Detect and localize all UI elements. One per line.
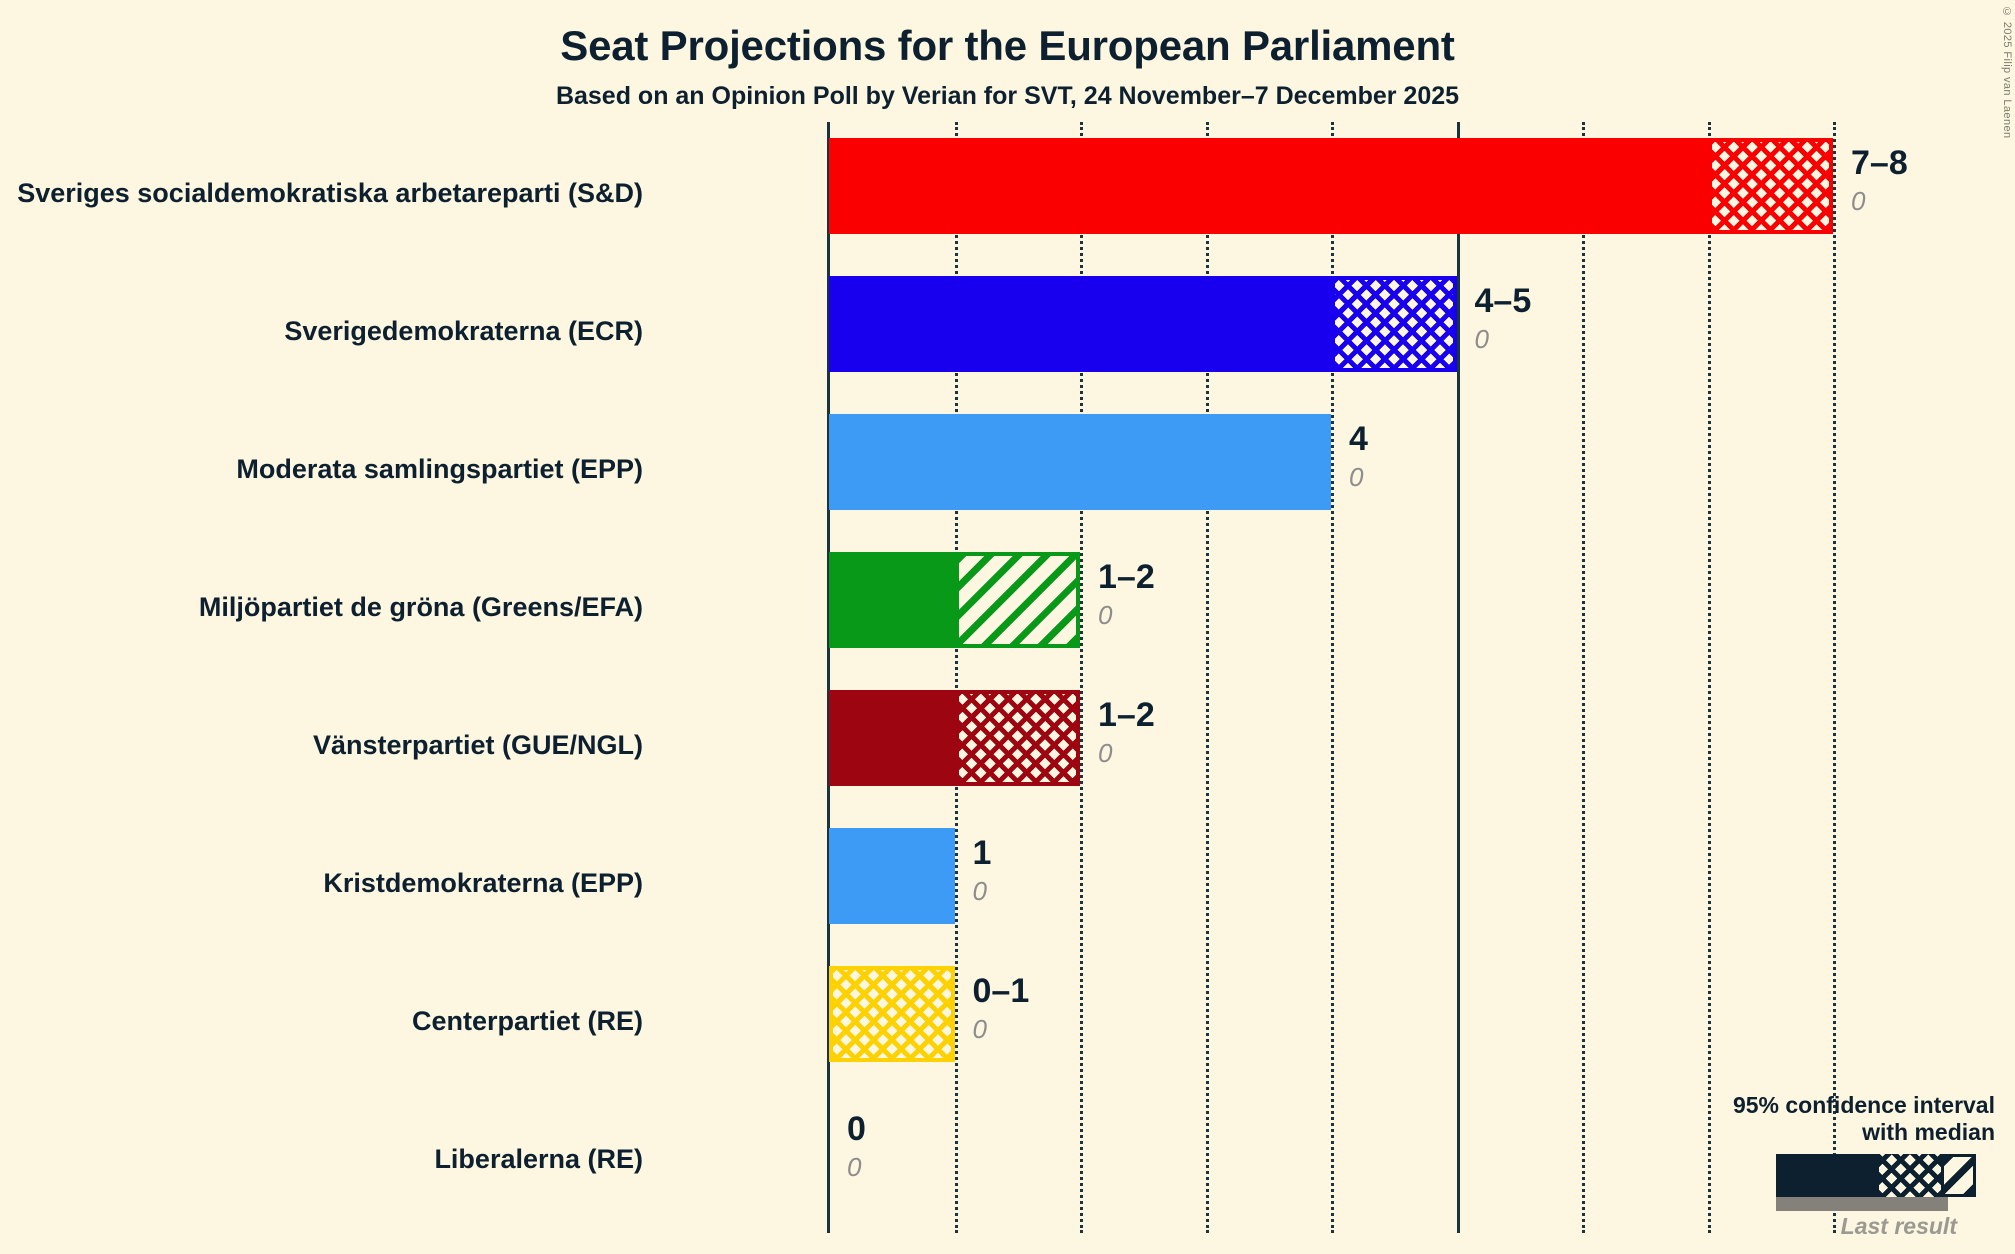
y-axis-line (827, 122, 830, 1233)
bar-row: Liberalerna (RE) 0 0 (434, 1094, 1839, 1232)
bar (829, 552, 1080, 648)
seat-value-label: 0 (847, 1110, 866, 1148)
seat-value-label: 1 (972, 834, 992, 872)
bar-row: Centerpartiet (RE) 0–1 0 (412, 956, 1839, 1094)
seat-value-label: 4 (1349, 420, 1368, 458)
bar-confidence-segment (954, 690, 1080, 786)
legend-last-result-bar (1776, 1197, 1948, 1211)
legend-line-2: with median (1862, 1118, 1995, 1145)
party-label: Miljöpartiet de gröna (Greens/EFA) (198, 592, 643, 622)
legend-last-result-label: Last result (1840, 1213, 1957, 1239)
last-result-label: 0 (972, 876, 987, 906)
bar (829, 966, 955, 1062)
last-result-label: 0 (1098, 738, 1113, 768)
bar-row: Moderata samlingspartiet (EPP) 4 0 (236, 404, 1839, 542)
bar-median-segment (829, 414, 1331, 510)
party-label: Vänsterpartiet (GUE/NGL) (312, 730, 643, 760)
plot-area: Sveriges socialdemokratiska arbetarepart… (17, 122, 1908, 1233)
bar-confidence-segment (1331, 276, 1457, 372)
bar-confidence-segment (829, 966, 955, 1062)
legend-crosshatch-swatch (1879, 1154, 1941, 1197)
last-result-label: 0 (1349, 462, 1364, 492)
page-title: Seat Projections for the European Parlia… (560, 22, 1455, 69)
bar-confidence-segment (954, 552, 1080, 648)
last-result-label: 0 (847, 1152, 862, 1182)
bar-median-segment (829, 690, 955, 786)
gridline-4 (1331, 122, 1334, 1233)
last-result-label: 0 (972, 1014, 987, 1044)
party-label: Sverigedemokraterna (ECR) (284, 316, 643, 346)
bar-median-segment (829, 276, 1331, 372)
party-label: Kristdemokraterna (EPP) (323, 868, 643, 898)
gridline-6 (1582, 122, 1585, 1233)
copyright-notice: © 2025 Filip van Laenen (2001, 6, 2013, 139)
bar (829, 828, 955, 924)
gridline-8 (1833, 122, 1836, 1233)
legend: 95% confidence interval with median Last… (1695, 1092, 1995, 1240)
page-subtitle: Based on an Opinion Poll by Verian for S… (555, 82, 1460, 110)
bar-row: Sveriges socialdemokratiska arbetarepart… (17, 128, 1908, 266)
bar-row: Kristdemokraterna (EPP) 1 0 (323, 818, 1839, 956)
legend-interval-bar (1776, 1154, 1976, 1197)
legend-diagonal-swatch (1941, 1154, 1976, 1197)
last-result-label: 0 (1474, 324, 1489, 354)
gridline-3 (1205, 122, 1209, 1233)
gridline-5 (1456, 122, 1460, 1233)
last-result-label: 0 (1851, 186, 1866, 216)
bar-row: Sverigedemokraterna (ECR) 4–5 0 (284, 266, 1839, 404)
bar-row: Miljöpartiet de gröna (Greens/EFA) 1–2 0 (199, 542, 1839, 680)
party-label: Moderata samlingspartiet (EPP) (236, 454, 643, 484)
bar-row: Vänsterpartiet (GUE/NGL) 1–2 0 (313, 680, 1839, 818)
bar (829, 138, 1833, 234)
bar-median-segment (829, 828, 955, 924)
gridline-7 (1707, 122, 1711, 1233)
bar (829, 276, 1457, 372)
seat-value-label: 4–5 (1474, 282, 1532, 320)
bar (829, 414, 1331, 510)
bar-median-segment (829, 138, 1708, 234)
bar-median-segment (829, 552, 955, 648)
seat-value-label: 1–2 (1098, 558, 1155, 596)
legend-line-1: 95% confidence interval (1732, 1091, 1995, 1118)
party-label: Centerpartiet (RE) (411, 1006, 643, 1036)
bar-confidence-segment (1707, 138, 1833, 234)
party-label: Sveriges socialdemokratiska arbetarepart… (17, 178, 643, 208)
bar (829, 690, 1080, 786)
seat-value-label: 0–1 (972, 972, 1030, 1010)
gridline-1 (954, 122, 958, 1233)
last-result-label: 0 (1098, 600, 1113, 630)
seat-value-label: 1–2 (1098, 696, 1155, 734)
gridline-2 (1080, 122, 1083, 1233)
party-label: Liberalerna (RE) (434, 1144, 643, 1174)
seat-value-label: 7–8 (1851, 144, 1908, 182)
